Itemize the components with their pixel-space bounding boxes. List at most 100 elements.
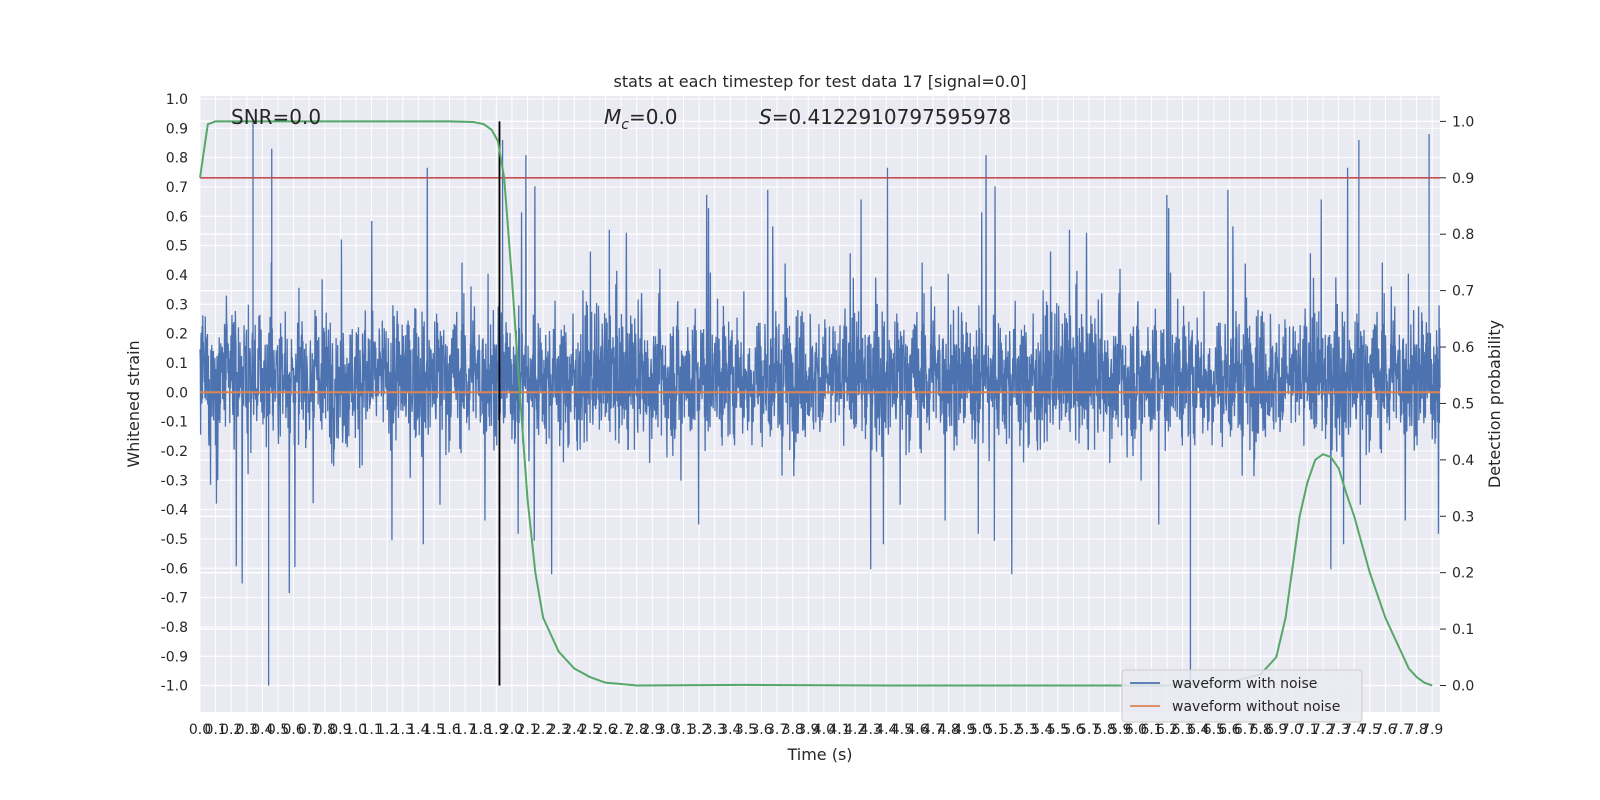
x-tick-label: 5.4: [1031, 722, 1053, 738]
x-tick-label: 6.5: [1203, 722, 1225, 738]
legend-clean-label: waveform without noise: [1172, 699, 1340, 715]
noise-series: [199, 119, 1441, 686]
x-tick-label: 2.0: [501, 722, 523, 738]
x-tick-label: 0.8: [314, 722, 336, 738]
x-tick-label: 6.2: [1156, 722, 1178, 738]
x-tick-label: 6.6: [1218, 722, 1240, 738]
s-value: =0.4122910797595978: [772, 105, 1011, 129]
x-tick-label: 6.8: [1249, 722, 1271, 738]
x-tick-label: 0.9: [329, 722, 351, 738]
x-tick-label: 2.6: [594, 722, 616, 738]
y-tick-label: -0.4: [161, 503, 188, 519]
x-tick-label: 4.7: [922, 722, 944, 738]
x-tick-label: 4.3: [860, 722, 882, 738]
x-tick-label: 0.1: [204, 722, 226, 738]
y2-tick-label: 0.8: [1452, 227, 1474, 243]
x-tick-label: 1.2: [376, 722, 398, 738]
x-tick-label: 2.7: [610, 722, 632, 738]
y-tick-label: 0.3: [166, 297, 188, 313]
x-tick-label: 1.4: [407, 722, 429, 738]
x-tick-label: 3.1: [672, 722, 694, 738]
x-tick-label: 7.0: [1281, 722, 1303, 738]
x-tick-label: 3.2: [688, 722, 710, 738]
x-tick-label: 0.5: [267, 722, 289, 738]
y-tick-label: 0.4: [166, 268, 188, 284]
y-tick-label: 0.7: [166, 180, 188, 196]
x-tick-label: 4.0: [813, 722, 835, 738]
y2-tick-label: 0.5: [1452, 396, 1474, 412]
x-tick-label: 7.8: [1405, 722, 1427, 738]
x-tick-label: 2.5: [579, 722, 601, 738]
x-tick-label: 7.2: [1312, 722, 1334, 738]
y-tick-label: -0.3: [161, 473, 188, 489]
y2-tick-label: 0.9: [1452, 171, 1474, 187]
mc-subscript: c: [621, 117, 629, 133]
x-tick-label: 2.2: [532, 722, 554, 738]
x-tick-label: 0.4: [251, 722, 273, 738]
probability-line: [199, 120, 1433, 687]
x-tick-label: 3.3: [704, 722, 726, 738]
x-tick-label: 1.0: [345, 722, 367, 738]
x-tick-label: 3.4: [719, 722, 741, 738]
x-tick-label: 0.0: [189, 722, 211, 738]
y-tick-label: 0.6: [166, 209, 188, 225]
mc-annotation: Mc=0.0: [604, 105, 678, 133]
x-tick-label: 0.7: [298, 722, 320, 738]
y2-tick-label: 0.2: [1452, 566, 1474, 582]
x-tick-label: 4.8: [938, 722, 960, 738]
y-tick-label: 0.8: [166, 151, 188, 167]
x-tick-label: 4.5: [891, 722, 913, 738]
x-tick-label: 5.8: [1094, 722, 1116, 738]
x-tick-label: 5.6: [1062, 722, 1084, 738]
mc-symbol: M: [604, 105, 621, 129]
x-tick-label: 7.6: [1374, 722, 1396, 738]
y-tick-label: -1.0: [161, 679, 188, 695]
legend: waveform with noise waveform without noi…: [1121, 669, 1363, 723]
y-tick-label: -0.6: [161, 561, 188, 577]
x-tick-label: 5.1: [984, 722, 1006, 738]
x-axis-label: Time (s): [786, 745, 852, 764]
y-tick-label: -0.2: [161, 444, 188, 460]
x-tick-label: 3.9: [797, 722, 819, 738]
axes: 0.00.10.20.30.40.50.60.70.80.91.01.11.21…: [161, 92, 1475, 738]
x-tick-label: 7.4: [1343, 722, 1365, 738]
y-tick-label: 0.9: [166, 121, 188, 137]
y-tick-label: 0.1: [166, 356, 188, 372]
x-tick-label: 6.7: [1234, 722, 1256, 738]
x-tick-label: 1.8: [470, 722, 492, 738]
legend-noise-label: waveform with noise: [1172, 676, 1317, 692]
y-tick-label: -0.1: [161, 415, 188, 431]
y2-tick-label: 0.6: [1452, 340, 1474, 356]
x-tick-label: 2.9: [641, 722, 663, 738]
chart-title: stats at each timestep for test data 17 …: [614, 72, 1027, 91]
x-tick-label: 1.5: [423, 722, 445, 738]
x-tick-label: 4.9: [953, 722, 975, 738]
x-tick-label: 1.9: [485, 722, 507, 738]
y-tick-label: 0.0: [166, 385, 188, 401]
x-tick-label: 5.5: [1047, 722, 1069, 738]
x-tick-label: 5.0: [969, 722, 991, 738]
x-tick-label: 3.6: [750, 722, 772, 738]
x-tick-label: 1.6: [438, 722, 460, 738]
s-annotation: S=0.4122910797595978: [759, 105, 1011, 129]
x-tick-label: 0.2: [220, 722, 242, 738]
y2-tick-label: 1.0: [1452, 114, 1474, 130]
x-tick-label: 5.7: [1078, 722, 1100, 738]
y-tick-label: 0.5: [166, 239, 188, 255]
x-tick-label: 0.6: [282, 722, 304, 738]
x-tick-label: 3.5: [735, 722, 757, 738]
y2-tick-label: 0.1: [1452, 622, 1474, 638]
x-tick-label: 2.3: [548, 722, 570, 738]
legend-box: [1121, 669, 1363, 723]
x-tick-label: 7.3: [1327, 722, 1349, 738]
x-tick-label: 1.7: [454, 722, 476, 738]
overlay-lines: [199, 120, 1440, 687]
x-tick-label: 2.8: [626, 722, 648, 738]
y-tick-label: -0.5: [161, 532, 188, 548]
y-tick-label: -0.9: [161, 649, 188, 665]
y2-tick-label: 0.0: [1452, 678, 1474, 694]
x-tick-label: 2.1: [516, 722, 538, 738]
x-tick-label: 4.6: [906, 722, 928, 738]
y-axis-label: Whitened strain: [124, 340, 143, 467]
